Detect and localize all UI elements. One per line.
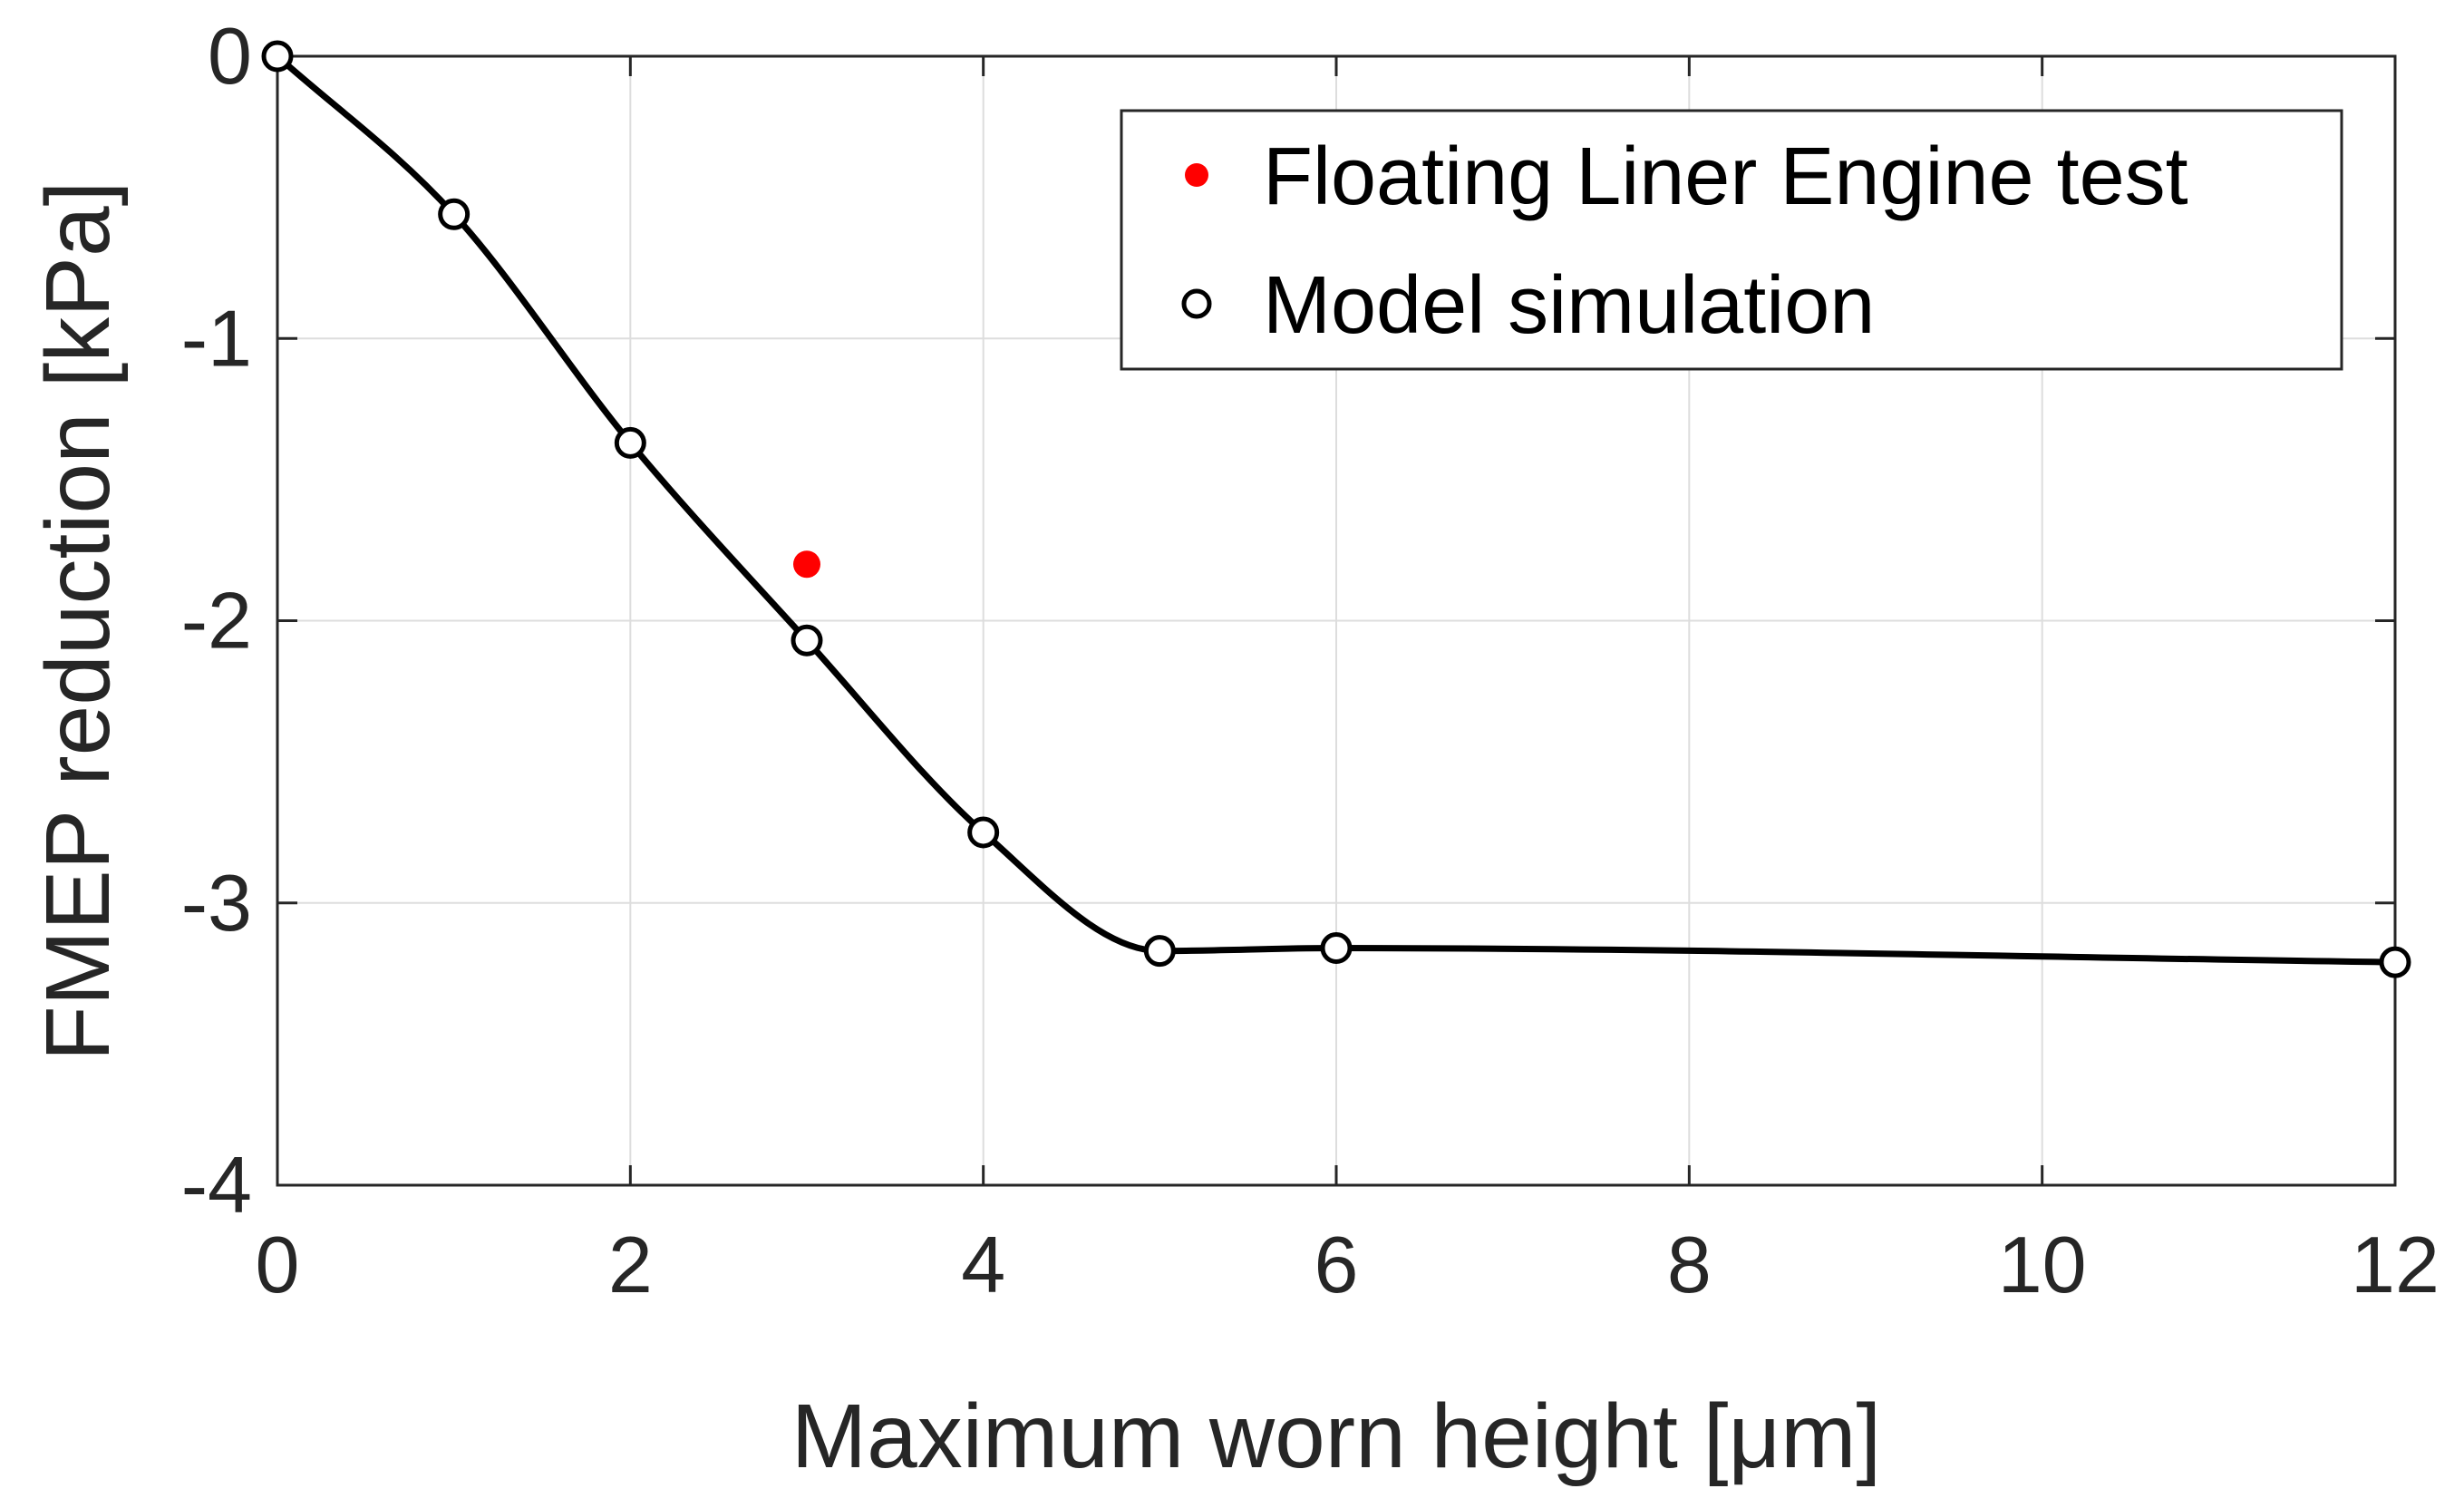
x-tick-label: 6 bbox=[1314, 1220, 1359, 1309]
x-tick-label: 12 bbox=[2351, 1220, 2440, 1309]
model-simulation-point bbox=[438, 198, 470, 230]
y-tick-label: -1 bbox=[181, 293, 252, 383]
model-simulation-point bbox=[1143, 935, 1176, 968]
y-tick-label: -3 bbox=[181, 858, 252, 948]
y-tick-label: -2 bbox=[181, 576, 252, 666]
model-simulation-curve bbox=[275, 54, 2396, 966]
legend-marker-floating-liner bbox=[1185, 163, 1208, 187]
legend-box bbox=[1120, 109, 2343, 371]
model-simulation-point bbox=[1320, 932, 1353, 965]
legend: Floating Liner Engine test Model simulat… bbox=[1120, 109, 2343, 371]
y-tick-label: -4 bbox=[181, 1140, 252, 1230]
model-simulation-point bbox=[614, 426, 646, 459]
axis-ticks: 0 2 4 6 8 10 12 0 -1 -2 -3 -4 bbox=[181, 11, 2440, 1309]
model-simulation-point bbox=[2379, 946, 2411, 978]
legend-label-floating-liner: Floating Liner Engine test bbox=[1263, 131, 2188, 222]
x-tick-label: 10 bbox=[1998, 1220, 2087, 1309]
x-tick-label: 4 bbox=[961, 1220, 1005, 1309]
model-simulation-point bbox=[261, 40, 294, 73]
data-series bbox=[261, 40, 2411, 978]
y-tick-label: 0 bbox=[208, 11, 252, 101]
model-simulation-point bbox=[791, 624, 823, 657]
floating-liner-test-point bbox=[793, 550, 820, 579]
y-axis-label: FMEP reduction [kPa] bbox=[27, 181, 129, 1062]
legend-label-model-simulation: Model simulation bbox=[1263, 260, 1875, 351]
x-tick-label: 2 bbox=[608, 1220, 653, 1309]
model-simulation-point bbox=[967, 816, 1000, 849]
x-tick-label: 0 bbox=[256, 1220, 300, 1309]
legend-marker-model-simulation bbox=[1181, 288, 1212, 319]
x-axis-label: Maximum worn height [μm] bbox=[791, 1386, 1881, 1487]
x-tick-label: 8 bbox=[1667, 1220, 1712, 1309]
